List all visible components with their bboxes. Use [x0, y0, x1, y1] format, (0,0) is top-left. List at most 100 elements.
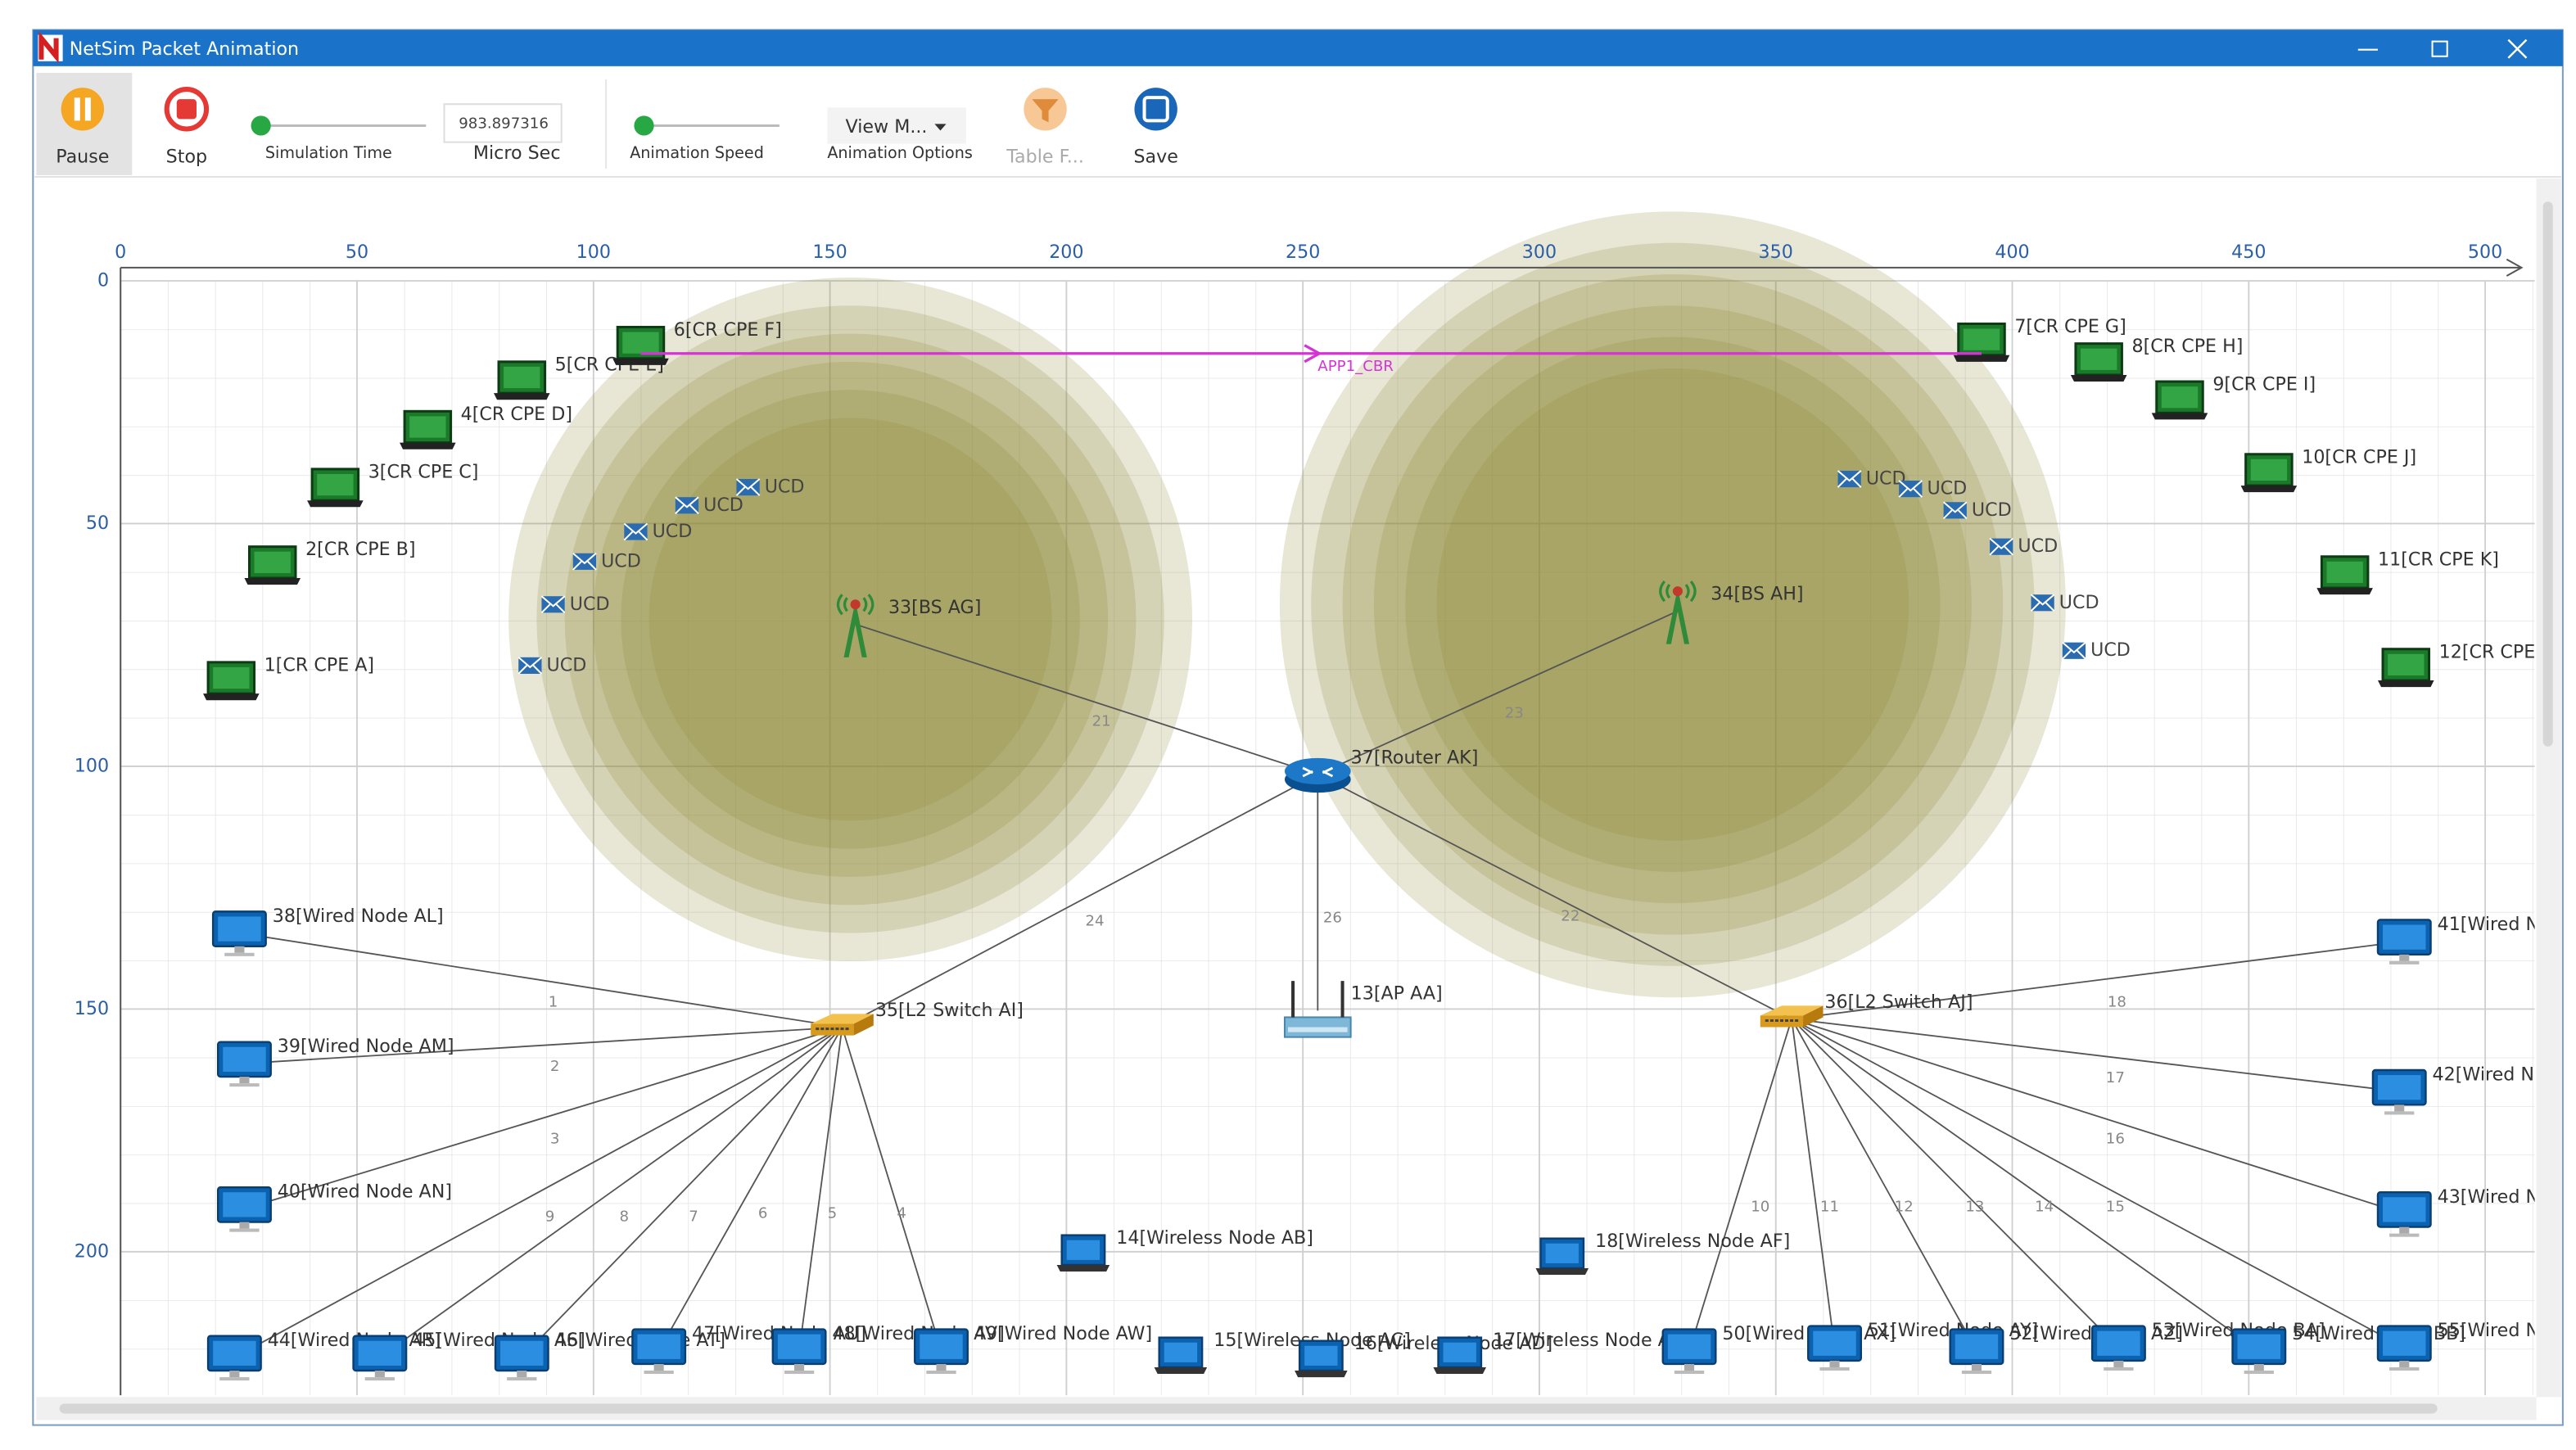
link — [842, 774, 1318, 1028]
packet-icon — [674, 496, 700, 515]
y-tick-label: 50 — [86, 513, 109, 534]
x-tick-label: 450 — [2231, 242, 2266, 263]
save-button[interactable] — [1134, 88, 1177, 131]
packet-icon — [1942, 501, 1968, 520]
y-tick-label: 100 — [75, 755, 109, 776]
node-laptop — [1952, 322, 2011, 364]
window-title: NetSim Packet Animation — [70, 38, 299, 60]
link — [1791, 1018, 2405, 1348]
link — [244, 1026, 843, 1064]
node-label: 6[CR CPE F] — [674, 319, 782, 341]
link-label: 18 — [2108, 993, 2126, 1010]
x-tick-label: 50 — [346, 242, 368, 263]
packet-label: UCD — [703, 495, 743, 516]
node-label: 41[Wired Node AO] — [2438, 914, 2576, 935]
node-label: 9[CR CPE I] — [2212, 374, 2316, 395]
node-laptop — [2069, 342, 2128, 383]
filter-icon — [1032, 99, 1059, 123]
simulation-time-label: Simulation Time — [265, 143, 392, 162]
packet-icon — [1837, 469, 1862, 489]
x-tick-label: 350 — [1759, 242, 1793, 263]
link-label: 10 — [1751, 1198, 1769, 1215]
node-label: 14[Wireless Node AB] — [1116, 1227, 1313, 1249]
packet-icon — [2030, 594, 2055, 612]
node-label: 7[CR CPE G] — [2014, 316, 2126, 337]
packet-icon — [540, 595, 566, 614]
time-box — [443, 103, 563, 143]
y-tick-label: 150 — [75, 998, 109, 1019]
scroll-thumb[interactable] — [59, 1403, 2438, 1414]
node-laptop — [398, 409, 458, 451]
coverage-ring — [564, 333, 1137, 906]
node-label: 11[CR CPE K] — [2378, 549, 2499, 570]
coverage-ring — [536, 305, 1164, 933]
y-tick-label: 0 — [97, 270, 109, 291]
link — [658, 1027, 843, 1352]
node-label: 13[AP AA] — [1351, 983, 1443, 1005]
x-tick-label: 300 — [1522, 242, 1557, 263]
packet-label: UCD — [570, 594, 610, 615]
node-wlaptop — [1534, 1237, 1590, 1276]
link — [1791, 1019, 1836, 1348]
node-label: 49[Wired Node AW] — [974, 1323, 1152, 1344]
link-label: 8 — [620, 1208, 630, 1225]
link-label: 16 — [2106, 1131, 2125, 1148]
packet-icon — [1989, 537, 2014, 556]
node-router — [1283, 757, 1353, 794]
pause-icon-bar — [74, 97, 80, 121]
dropdown-arrow — [934, 124, 947, 131]
node-laptop — [2239, 453, 2298, 494]
node-label: 8[CR CPE H] — [2132, 336, 2244, 357]
slider-thumb[interactable] — [634, 115, 654, 136]
animation-speed-label: Animation Speed — [630, 143, 764, 162]
restore-button[interactable] — [2431, 40, 2448, 57]
link — [233, 1026, 843, 1358]
coverage — [508, 211, 2066, 998]
table-filter-label: Table F... — [1006, 146, 1084, 167]
node-laptop — [305, 468, 365, 508]
major-grid — [120, 280, 2535, 1396]
toolbar — [34, 67, 2561, 177]
scroll-thumb[interactable] — [2542, 201, 2553, 747]
node-label: 18[Wireless Node AF] — [1595, 1231, 1790, 1252]
packet-icon — [623, 522, 649, 541]
packet-label: UCD — [1927, 478, 1967, 499]
stop-icon — [176, 99, 197, 120]
link — [1791, 1018, 2400, 1093]
node-label: 12[CR CPE L] — [2439, 641, 2559, 662]
link — [798, 1027, 843, 1351]
coverage-ring — [1436, 368, 1909, 841]
pause-icon-bar — [84, 97, 91, 121]
save-icon — [1142, 96, 1169, 123]
pause-label: Pause — [56, 146, 109, 167]
node-label: 55[Wired Node BC] — [2438, 1320, 2576, 1341]
link-label: 11 — [1820, 1198, 1839, 1215]
link — [1317, 610, 1679, 775]
stop-label: Stop — [166, 146, 207, 167]
node-laptop — [2315, 555, 2375, 596]
packet-label: UCD — [653, 521, 693, 542]
close-button[interactable] — [2507, 38, 2528, 59]
node-label: 3[CR CPE C] — [368, 461, 479, 482]
title-bar — [33, 29, 2563, 66]
link — [239, 932, 843, 1028]
node-wlaptop — [1153, 1336, 1209, 1375]
link-label: 17 — [2106, 1069, 2125, 1086]
node-wlaptop — [1293, 1339, 1349, 1379]
link — [379, 1026, 843, 1358]
link — [1317, 774, 1792, 1020]
slider-thumb[interactable] — [251, 115, 271, 136]
node-label: 37[Router AK] — [1351, 747, 1479, 768]
nodes: 1[CR CPE A] 2[CR CPE B] 3[CR CPE C] 4[CR CP… — [201, 316, 2576, 1382]
x-tick-label: 150 — [812, 242, 847, 263]
save-label: Save — [1133, 146, 1177, 167]
y-tick-label: 200 — [75, 1240, 109, 1262]
pause-icon — [61, 88, 105, 131]
node-label: 1[CR CPE A] — [264, 654, 374, 675]
node-wlaptop — [1432, 1336, 1488, 1375]
stop-button[interactable] — [164, 87, 210, 132]
view-menu-label: View M... — [846, 116, 928, 138]
coverage-ring — [621, 390, 1080, 849]
